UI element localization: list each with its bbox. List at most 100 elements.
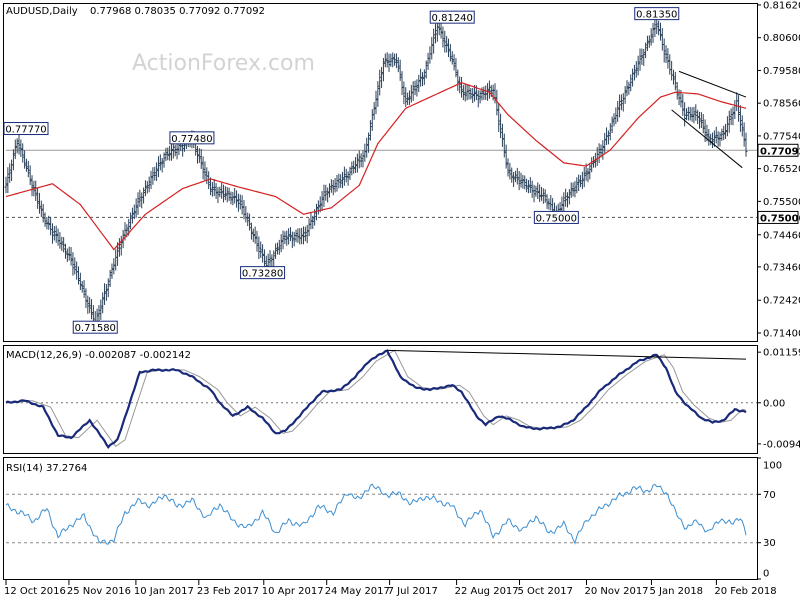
price-bar [216, 187, 220, 204]
price-bar [504, 144, 508, 169]
price-bar [409, 84, 413, 103]
price-bar [476, 90, 480, 108]
price-bar [311, 215, 315, 229]
price-bar [376, 81, 380, 107]
price-bar [398, 59, 402, 81]
price-bar [326, 187, 330, 203]
price-bar [478, 90, 482, 104]
price-bar [703, 119, 707, 142]
price-bar [571, 182, 575, 197]
price-bar [606, 130, 610, 145]
price-bar [316, 200, 320, 215]
price-bar [112, 258, 116, 275]
price-bar [597, 143, 601, 163]
price-bar [564, 188, 568, 207]
price-bar [246, 212, 250, 227]
price-bar [499, 113, 503, 139]
price-bar [315, 203, 319, 221]
price-bar [631, 68, 635, 87]
price-level-label-text: 0.81240 [432, 13, 473, 24]
x-tick-label: 7 Jul 2017 [388, 586, 438, 597]
price-bar [231, 191, 235, 206]
price-level-label: 0.71580 [72, 320, 118, 334]
price-bar [240, 195, 244, 215]
price-bar [212, 179, 216, 197]
macd-trendline [387, 349, 747, 360]
price-bar [108, 269, 112, 287]
macd-y-tick-label: 0.00 [763, 398, 785, 409]
price-bar [575, 177, 579, 194]
price-bar [320, 191, 324, 211]
price-bar [411, 81, 415, 101]
price-bar [647, 35, 651, 48]
price-bar [225, 187, 229, 203]
x-tick-label: 5 Jan 2018 [649, 586, 703, 597]
price-bar [380, 66, 384, 89]
price-bar [432, 28, 436, 54]
price-bar [625, 80, 629, 97]
price-bar [197, 148, 201, 163]
price-bar [469, 88, 473, 100]
price-bar [78, 272, 82, 291]
rsi-panel-frame [3, 457, 758, 580]
price-layer: 0.77770 0.71580 0.77480 0.73280 0.81240 0.750… [3, 7, 757, 334]
price-bar [151, 167, 155, 185]
price-level-label: 0.73280 [240, 266, 286, 280]
price-bar [344, 168, 348, 183]
price-bar [201, 156, 205, 180]
price-bar [21, 143, 25, 163]
price-level-label-text: 0.75000 [536, 213, 577, 224]
price-bar [608, 123, 612, 141]
price-bar [238, 194, 242, 210]
price-bar [84, 288, 88, 308]
price-panel-title: AUDUSD,Daily [6, 6, 78, 17]
price-bar [106, 278, 110, 298]
price-bar [645, 35, 649, 51]
price-bar [709, 133, 713, 145]
channel-upper-line [678, 70, 747, 98]
price-bar [515, 167, 519, 185]
price-bar [101, 292, 105, 314]
price-bar [526, 180, 530, 194]
price-bar [73, 257, 77, 275]
price-bar [99, 299, 103, 320]
price-bar [487, 80, 491, 99]
price-level-label-box [634, 7, 680, 21]
rsi-y-tick-label: 0 [763, 569, 769, 580]
price-bar [88, 297, 92, 314]
price-bar [257, 236, 261, 260]
price-bar [162, 152, 166, 168]
price-bar [502, 133, 506, 158]
price-bar [149, 170, 153, 190]
price-bar [519, 172, 523, 188]
price-bar [653, 18, 657, 37]
price-bar [352, 160, 356, 174]
price-bar [673, 71, 677, 91]
price-bar [448, 44, 452, 62]
price-bar [41, 203, 45, 223]
price-bar [528, 177, 532, 193]
price-level-label-box [169, 131, 215, 145]
price-bar [272, 250, 276, 267]
price-level-label-box [429, 10, 475, 24]
price-bar [287, 228, 291, 245]
price-bar [506, 158, 510, 177]
price-bar [738, 105, 742, 132]
macd-panel-frame [3, 345, 758, 454]
price-level-label-text: 0.77770 [5, 125, 46, 136]
price-bar [536, 182, 540, 199]
watermark: ActionForex.com [132, 51, 315, 76]
price-bar [23, 150, 27, 169]
price-bar [493, 83, 497, 104]
price-bar [461, 84, 465, 101]
price-bar [649, 28, 653, 46]
price-bar [251, 228, 255, 243]
price-bar [737, 95, 741, 122]
price-panel-frame [3, 3, 758, 342]
price-bar [103, 283, 107, 305]
price-bar [309, 212, 313, 230]
price-bar [248, 213, 252, 231]
price-bar [532, 184, 536, 203]
